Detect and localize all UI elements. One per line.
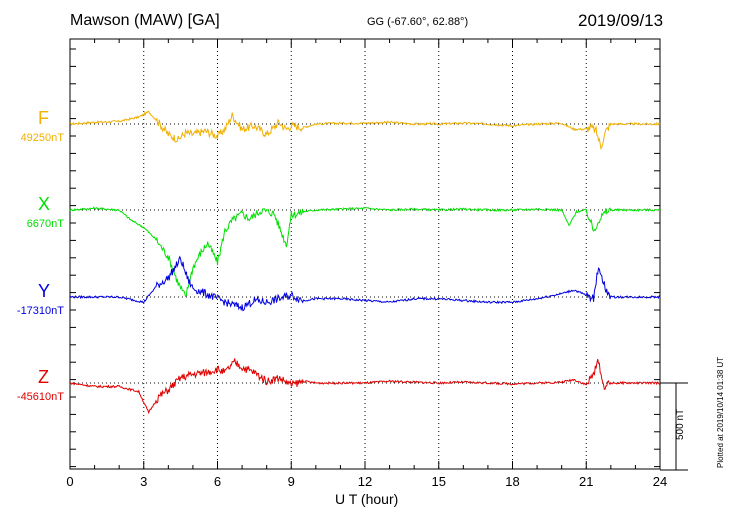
x-tick-label-12: 12 — [358, 474, 372, 489]
channel-baseline-z: -45610nT — [16, 391, 64, 403]
x-axis-label: U T (hour) — [335, 491, 399, 507]
x-tick-label-18: 18 — [505, 474, 519, 489]
trace-f — [69, 110, 661, 151]
scale-bar-label: 500 nT — [675, 408, 686, 440]
x-tick-label-6: 6 — [214, 474, 221, 489]
x-tick-label-15: 15 — [432, 474, 446, 489]
coordinates-label: GG (-67.60°, 62.88°) — [367, 16, 469, 28]
x-tick-label-0: 0 — [66, 474, 73, 489]
channel-letter-z: Z — [38, 367, 49, 387]
channel-baseline-f: 49250nT — [20, 132, 64, 144]
date-label: 2019/09/13 — [578, 11, 664, 30]
channel-baseline-x: 6670nT — [26, 218, 64, 230]
x-tick-label-21: 21 — [579, 474, 593, 489]
channel-letter-x: X — [38, 194, 51, 214]
x-tick-label-24: 24 — [653, 474, 667, 489]
x-tick-label-3: 3 — [140, 474, 147, 489]
trace-y — [69, 255, 661, 312]
channel-baseline-y: -17310nT — [16, 305, 64, 317]
plotted-timestamp: Plotted at 2019/10/14 01:38 UT — [716, 356, 725, 468]
channel-letter-y: Y — [38, 281, 51, 301]
station-title: Mawson (MAW) [GA] — [70, 12, 220, 29]
trace-x — [69, 206, 661, 298]
x-tick-label-9: 9 — [288, 474, 295, 489]
trace-z — [70, 358, 661, 415]
channel-letter-f: F — [38, 108, 49, 128]
